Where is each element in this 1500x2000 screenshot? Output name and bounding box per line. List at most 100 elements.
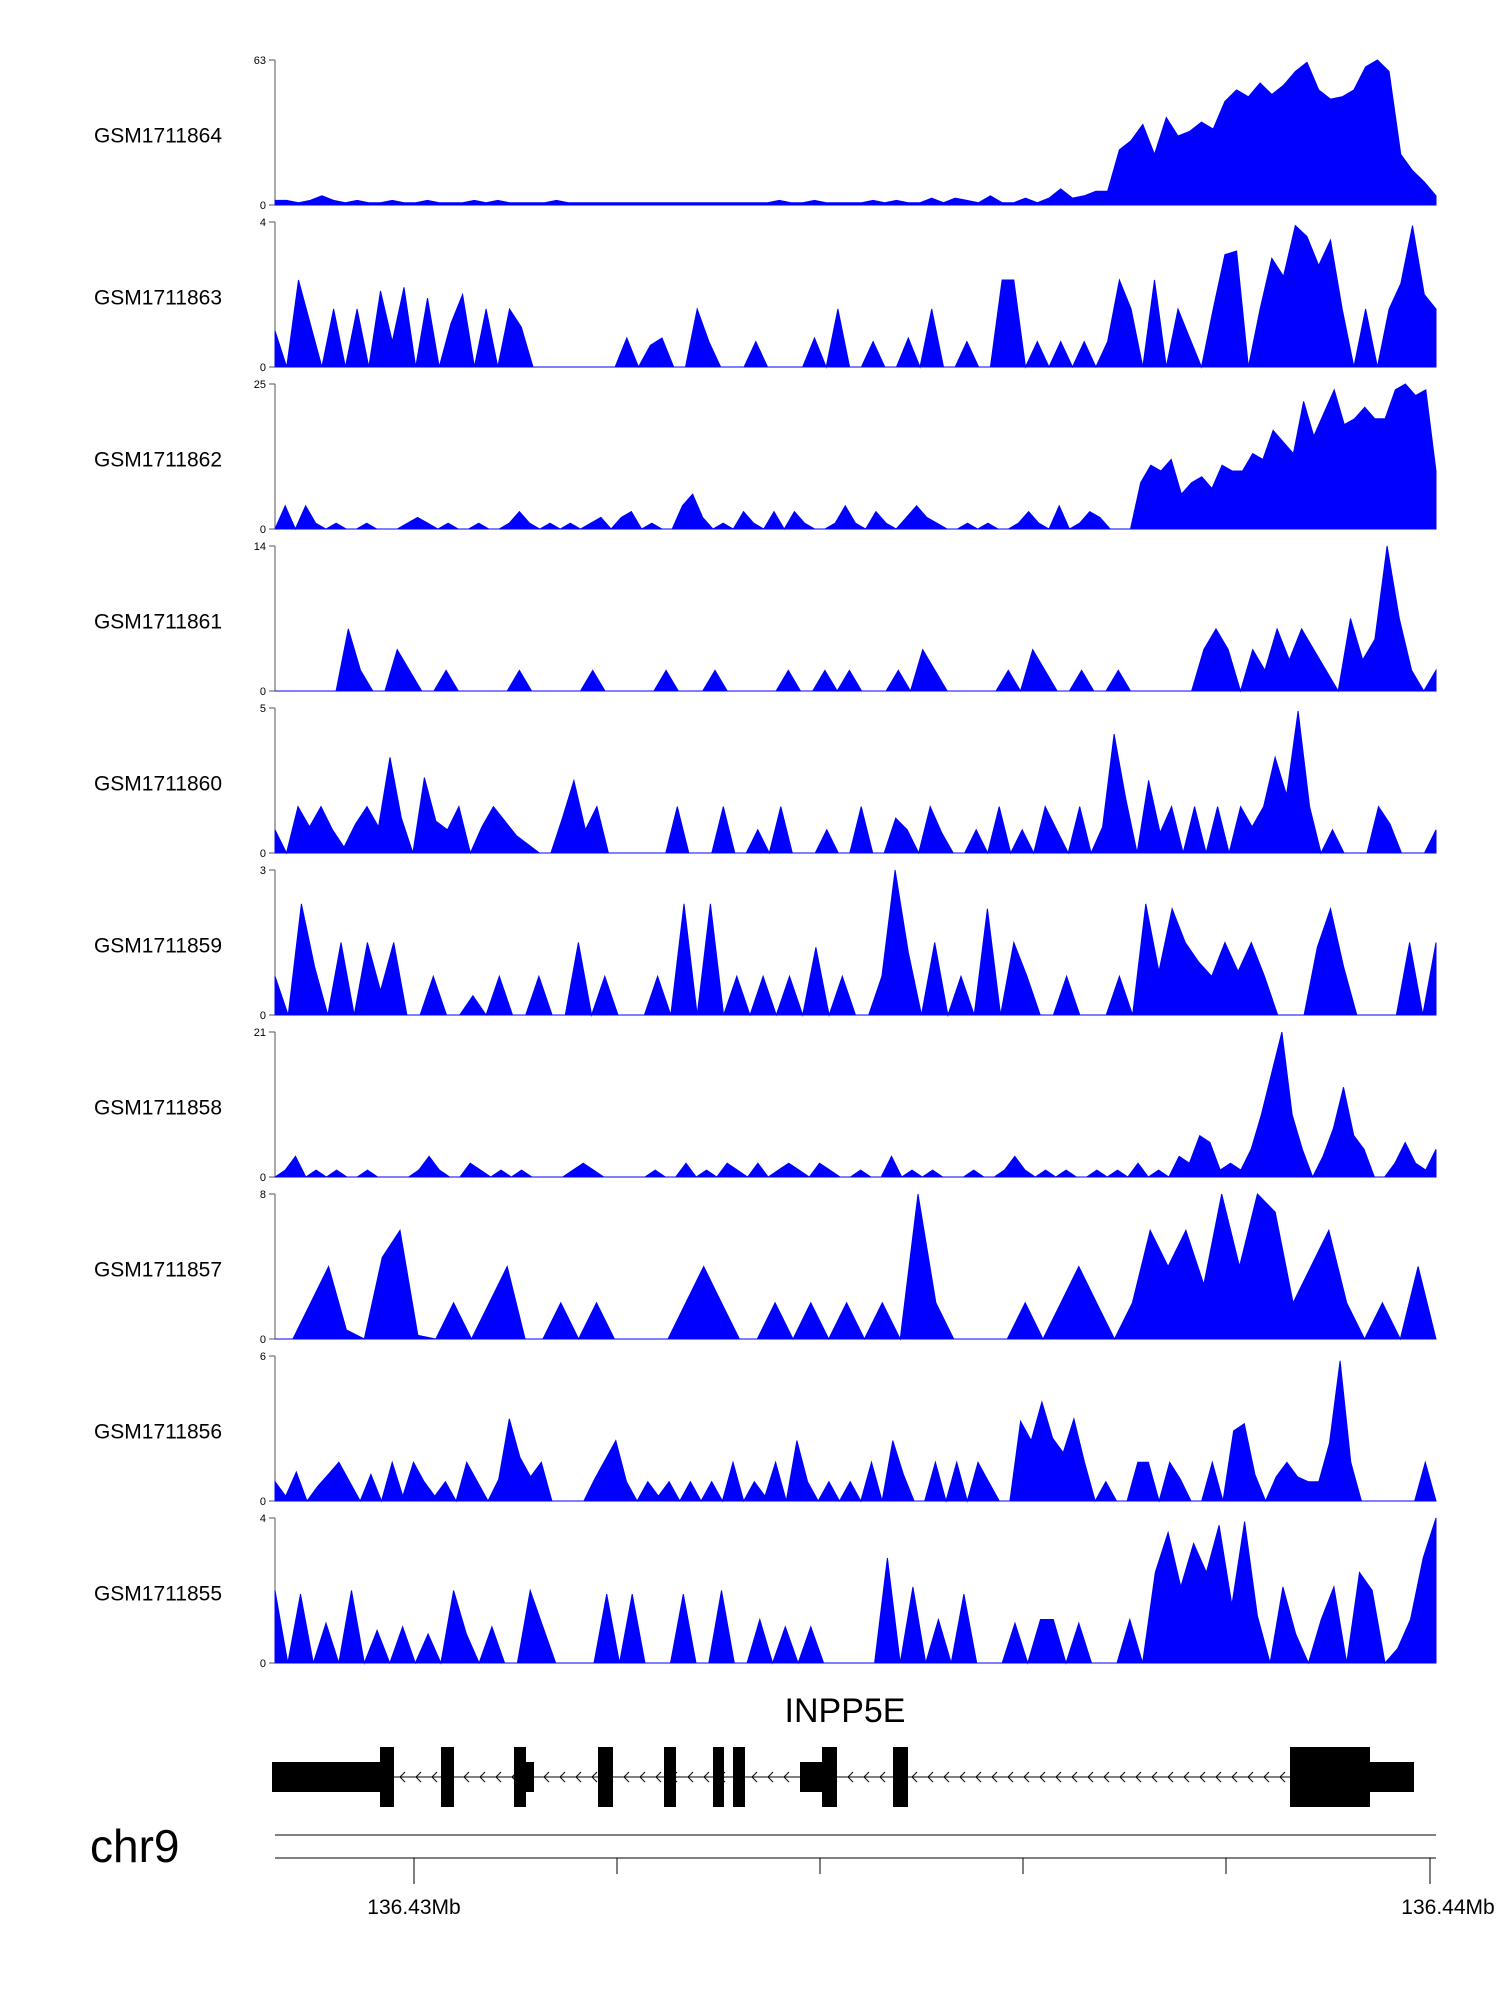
exon-6 [713, 1747, 724, 1807]
strand-arrow [767, 1771, 774, 1783]
strand-arrow [879, 1771, 886, 1783]
y-max-label: 4 [260, 217, 266, 229]
y-min-label: 0 [260, 848, 266, 860]
strand-arrow [1183, 1771, 1190, 1783]
utr-right [272, 1762, 380, 1792]
coverage-area [274, 710, 1437, 855]
track-label: GSM1711855 [94, 1583, 222, 1606]
exon-8b [800, 1762, 837, 1792]
tick-label: 136.43Mb [367, 1896, 460, 1919]
track-label: GSM1711858 [94, 1097, 222, 1120]
y-max-label: 5 [260, 703, 266, 715]
track-GSM1711861: GSM1711861 14 0 [94, 541, 1437, 698]
strand-arrow [543, 1771, 550, 1783]
strand-arrow [559, 1771, 566, 1783]
track-label: GSM1711864 [94, 125, 222, 148]
strand-arrow [623, 1771, 630, 1783]
strand-arrow [639, 1771, 646, 1783]
strand-arrow [863, 1771, 870, 1783]
strand-arrow [1279, 1771, 1286, 1783]
strand-arrow [431, 1771, 438, 1783]
strand-arrow [1087, 1771, 1094, 1783]
strand-arrow [575, 1771, 582, 1783]
coverage-area [273, 1031, 1437, 1179]
y-max-label: 3 [260, 865, 266, 877]
strand-arrow [1167, 1771, 1174, 1783]
strand-arrow [943, 1771, 950, 1783]
strand-arrow [479, 1771, 486, 1783]
coverage-area [274, 224, 1437, 369]
y-max-label: 4 [260, 1513, 266, 1525]
coverage-area [274, 869, 1437, 1017]
y-min-label: 0 [260, 1496, 266, 1508]
coverage-area [274, 59, 1437, 206]
exon-7 [733, 1747, 745, 1807]
strand-arrow [1151, 1771, 1158, 1783]
coverage-area [274, 1517, 1437, 1665]
track-GSM1711862: GSM1711862 25 0 [94, 379, 1437, 536]
strand-arrow [1199, 1771, 1206, 1783]
exon-1 [380, 1747, 394, 1807]
coverage-area [274, 1360, 1437, 1503]
strand-arrow [1023, 1771, 1030, 1783]
track-GSM1711855: GSM1711855 4 0 [94, 1513, 1437, 1670]
genome-axis: chr9 136.43Mb 136.44Mb [90, 1820, 1495, 1919]
strand-arrow [959, 1771, 966, 1783]
y-min-label: 0 [260, 686, 266, 698]
track-GSM1711863: GSM1711863 4 0 [94, 217, 1437, 374]
strand-arrow [847, 1771, 854, 1783]
y-min-label: 0 [260, 1172, 266, 1184]
y-min-label: 0 [260, 362, 266, 374]
y-max-label: 14 [254, 541, 266, 553]
y-min-label: 0 [260, 1658, 266, 1670]
y-max-label: 25 [254, 379, 266, 391]
coverage-area [274, 383, 1437, 531]
strand-arrow [1055, 1771, 1062, 1783]
strand-arrow [495, 1771, 502, 1783]
exon-5 [664, 1747, 676, 1807]
track-label: GSM1711857 [94, 1259, 222, 1282]
track-GSM1711857: GSM1711857 8 0 [94, 1189, 1437, 1346]
strand-arrow [1135, 1771, 1142, 1783]
track-label: GSM1711862 [94, 449, 222, 472]
track-label: GSM1711859 [94, 935, 222, 958]
strand-arrow [399, 1771, 406, 1783]
exon-9 [893, 1747, 908, 1807]
exon-2 [441, 1747, 454, 1807]
strand-arrow [1247, 1771, 1254, 1783]
track-GSM1711859: GSM1711859 3 0 [94, 865, 1437, 1022]
exon-10 [1290, 1747, 1370, 1807]
strand-arrow [927, 1771, 934, 1783]
coverage-tracks: GSM1711864630GSM171186340GSM1711862250GS… [94, 55, 1437, 1670]
tick-label: 136.44Mb [1401, 1896, 1494, 1919]
strand-arrow [991, 1771, 998, 1783]
strand-arrow [783, 1771, 790, 1783]
strand-arrow [975, 1771, 982, 1783]
coverage-area [275, 545, 1437, 693]
gene-label: INPP5E [785, 1692, 906, 1730]
y-max-label: 6 [260, 1351, 266, 1363]
gene-model-track: INPP5E [272, 1692, 1414, 1807]
strand-arrow [1007, 1771, 1014, 1783]
y-min-label: 0 [260, 1334, 266, 1346]
strand-arrow [1039, 1771, 1046, 1783]
y-max-label: 63 [254, 55, 266, 67]
strand-arrow [1215, 1771, 1222, 1783]
strand-arrow [655, 1771, 662, 1783]
y-min-label: 0 [260, 524, 266, 536]
y-min-label: 0 [260, 200, 266, 212]
strand-arrow [1119, 1771, 1126, 1783]
y-max-label: 8 [260, 1189, 266, 1201]
strand-arrow [911, 1771, 918, 1783]
track-label: GSM1711861 [94, 611, 222, 634]
strand-arrow [1103, 1771, 1110, 1783]
track-GSM1711858: GSM1711858 21 0 [94, 1027, 1437, 1184]
strand-arrow [703, 1771, 710, 1783]
track-label: GSM1711856 [94, 1421, 222, 1444]
strand-arrow [1231, 1771, 1238, 1783]
strand-arrow [463, 1771, 470, 1783]
y-max-label: 21 [254, 1027, 266, 1039]
track-label: GSM1711863 [94, 287, 222, 310]
strand-arrow [751, 1771, 758, 1783]
coverage-area [275, 1193, 1437, 1341]
